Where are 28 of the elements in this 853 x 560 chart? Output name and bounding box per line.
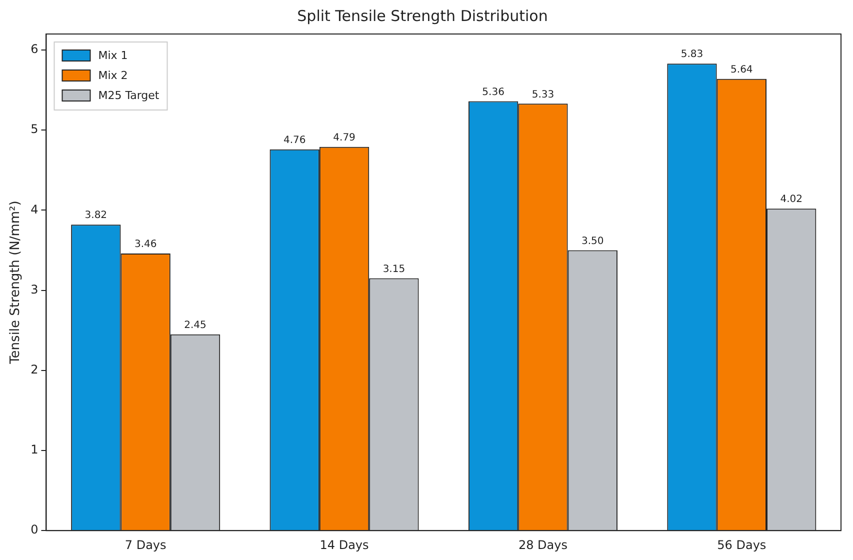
y-tick-label: 4	[30, 202, 38, 216]
legend-label: Mix 2	[98, 68, 128, 82]
x-tick-label: 28 Days	[518, 538, 568, 552]
chart-title: Split Tensile Strength Distribution	[297, 6, 548, 25]
data-label: 5.36	[482, 86, 504, 98]
data-label: 3.50	[582, 236, 604, 247]
data-label: 4.02	[780, 194, 802, 206]
data-label: 3.82	[84, 210, 108, 222]
y-tick-label: 3	[30, 282, 38, 296]
data-label: 5.83	[680, 49, 704, 60]
data-label: 5.33	[532, 89, 554, 100]
y-tick-label: 0	[30, 522, 38, 537]
x-tick-label: 7 Days	[124, 538, 166, 552]
y-tick-label: 5	[30, 122, 38, 136]
data-label: 2.45	[184, 320, 206, 331]
y-axis-title: Tensile Strength (N/mm²)	[8, 200, 24, 365]
data-label: 4.76	[283, 134, 306, 146]
data-label: 4.79	[333, 132, 356, 144]
x-tick-label: 56 Days	[717, 538, 766, 552]
y-tick-label: 2	[30, 362, 38, 377]
data-label: 5.64	[730, 64, 753, 76]
data-label: 3.15	[382, 264, 406, 275]
x-tick-label: 14 Days	[320, 538, 369, 552]
y-tick-label: 6	[30, 42, 38, 56]
legend-label: M25 Target	[98, 88, 160, 102]
data-label: 3.46	[134, 239, 157, 250]
legend-label: Mix 1	[98, 48, 128, 62]
y-tick-label: 1	[30, 442, 38, 457]
